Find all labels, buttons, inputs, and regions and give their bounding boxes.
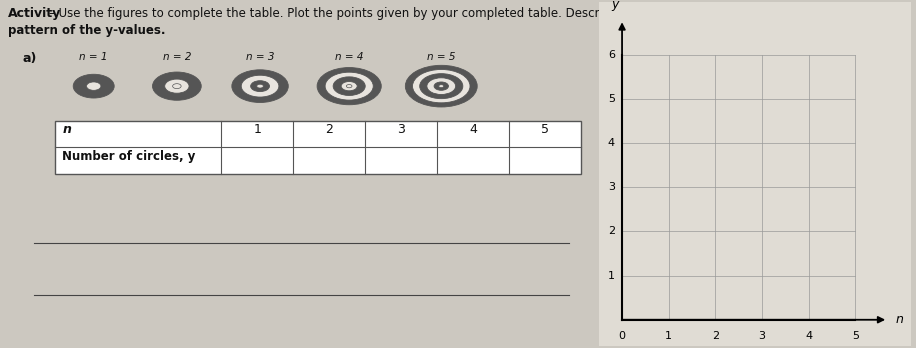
Circle shape — [251, 81, 269, 92]
Text: – Use the figures to complete the table. Plot the points given by your completed: – Use the figures to complete the table.… — [49, 7, 641, 20]
Circle shape — [172, 84, 181, 89]
Text: 3: 3 — [758, 331, 766, 341]
Text: 1: 1 — [254, 123, 261, 136]
Text: 3: 3 — [608, 182, 615, 192]
Text: n = 2: n = 2 — [163, 52, 191, 62]
Text: n = 1: n = 1 — [80, 52, 108, 62]
Circle shape — [346, 85, 352, 88]
Text: 2: 2 — [608, 227, 615, 236]
Circle shape — [317, 68, 381, 105]
Text: 4: 4 — [805, 331, 812, 341]
Text: 5: 5 — [541, 123, 549, 136]
Text: n: n — [895, 313, 903, 326]
Circle shape — [232, 70, 289, 103]
Circle shape — [427, 78, 455, 95]
Text: a): a) — [22, 52, 37, 65]
Text: Number of circles, y: Number of circles, y — [62, 150, 196, 163]
Bar — [55, 121, 581, 174]
Circle shape — [333, 77, 365, 95]
Text: 1: 1 — [608, 271, 615, 280]
Text: 1: 1 — [665, 331, 672, 341]
Text: n = 4: n = 4 — [335, 52, 364, 62]
Circle shape — [241, 75, 278, 97]
Text: 3: 3 — [398, 123, 405, 136]
Circle shape — [325, 72, 373, 100]
Circle shape — [439, 85, 443, 88]
Text: 5: 5 — [852, 331, 859, 341]
Circle shape — [420, 74, 463, 98]
Text: 2: 2 — [712, 331, 719, 341]
Circle shape — [405, 65, 477, 107]
Circle shape — [341, 81, 357, 91]
Circle shape — [73, 74, 114, 98]
Text: 0: 0 — [618, 331, 626, 341]
Text: 2: 2 — [325, 123, 333, 136]
Text: 6: 6 — [608, 50, 615, 60]
Text: 5: 5 — [608, 94, 615, 104]
Circle shape — [256, 84, 264, 88]
Text: y: y — [611, 0, 618, 10]
Circle shape — [434, 82, 449, 90]
Text: 4: 4 — [469, 123, 477, 136]
Text: n: n — [62, 123, 71, 136]
Circle shape — [412, 70, 470, 103]
Text: pattern of the y-values.: pattern of the y-values. — [7, 24, 165, 37]
Text: Activity: Activity — [7, 7, 60, 20]
Text: n = 5: n = 5 — [427, 52, 455, 62]
Circle shape — [86, 82, 101, 90]
Text: 4: 4 — [608, 138, 615, 148]
Circle shape — [165, 79, 189, 93]
Text: n = 3: n = 3 — [245, 52, 274, 62]
Circle shape — [153, 72, 202, 100]
